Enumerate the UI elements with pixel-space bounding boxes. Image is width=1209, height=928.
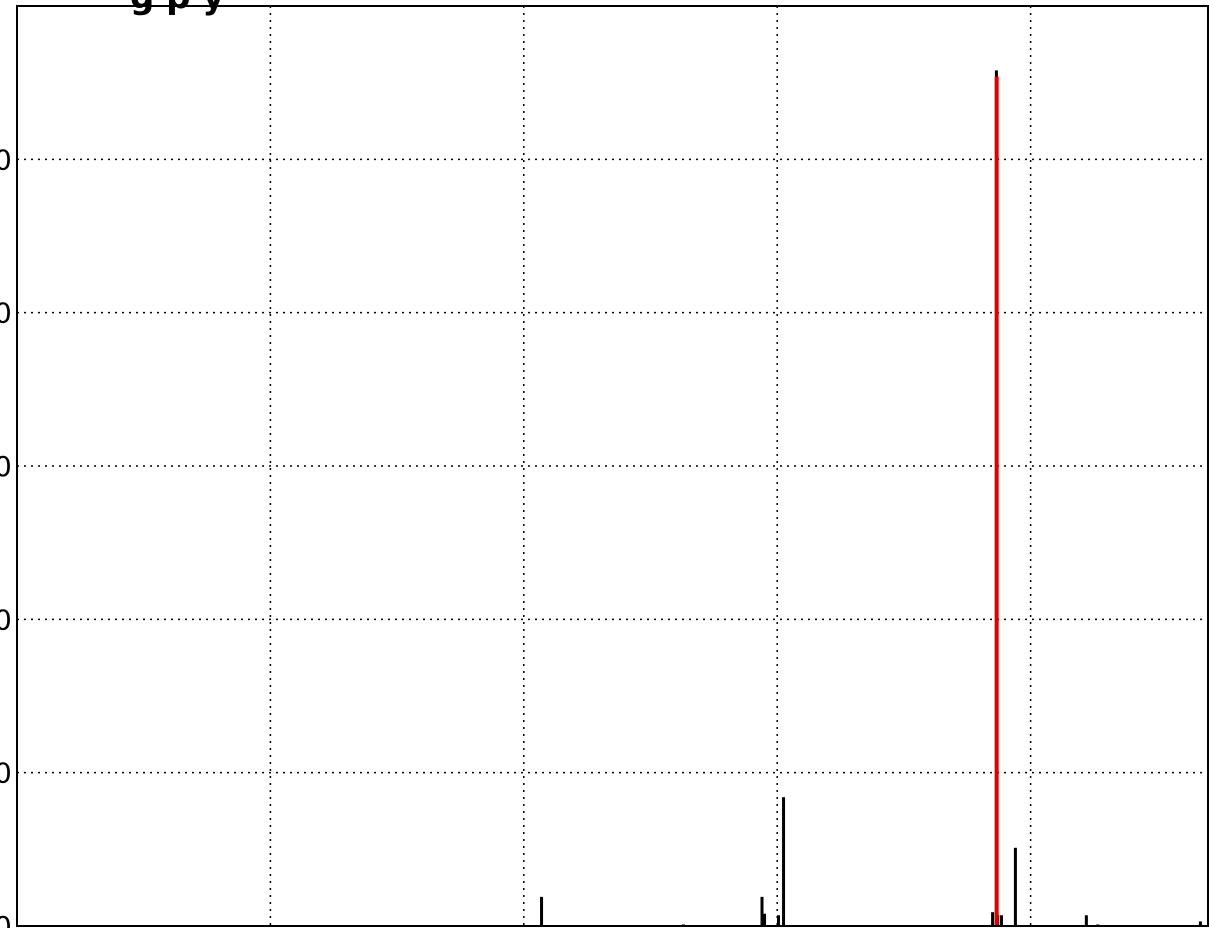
- plot-frame: [16, 5, 1209, 927]
- bar-series0-14: [1198, 921, 1202, 926]
- bar-series0-11: [1013, 847, 1017, 926]
- chart-title-fragment: g p y: [130, 0, 225, 17]
- bar-series0-0: [540, 896, 544, 926]
- bar-series0-7: [991, 912, 995, 926]
- y-tick-label-2: 0: [0, 603, 12, 636]
- y-tick-label-1: 0: [0, 757, 12, 790]
- bar-series0-10: [999, 915, 1003, 926]
- bar-series1-0: [994, 76, 999, 927]
- bar-series0-2: [760, 896, 764, 926]
- y-tick-label-0: 0: [0, 910, 12, 928]
- bar-series0-12: [1084, 915, 1088, 926]
- grid-lines: [17, 6, 1208, 926]
- bars: [540, 70, 1202, 927]
- y-tick-labels: 0 0 0 0 0 0: [0, 143, 12, 928]
- y-tick-label-3: 0: [0, 450, 12, 483]
- bar-series0-5: [782, 797, 786, 926]
- y-tick-label-5: 0: [0, 143, 12, 176]
- y-tick-label-4: 0: [0, 297, 12, 330]
- bar-series0-3: [763, 913, 767, 926]
- bar-series0-4: [776, 915, 780, 926]
